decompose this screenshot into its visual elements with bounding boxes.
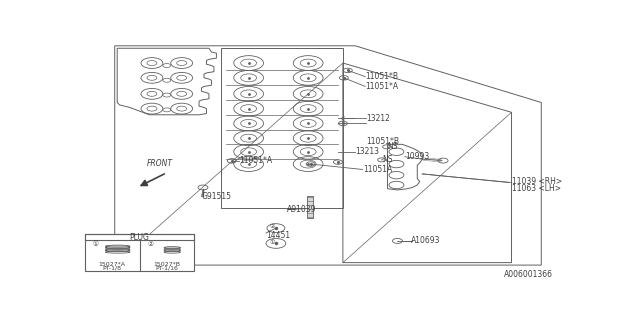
Text: PT-1/16: PT-1/16: [156, 266, 178, 271]
Text: 11051*A: 11051*A: [365, 82, 398, 91]
Text: PLUG: PLUG: [129, 233, 150, 242]
Text: 14451: 14451: [266, 231, 290, 240]
Text: A10693: A10693: [412, 236, 441, 245]
Text: G91515: G91515: [202, 192, 232, 201]
Text: PT-1/8: PT-1/8: [103, 266, 122, 271]
Ellipse shape: [164, 247, 180, 249]
Text: ①: ①: [93, 241, 99, 246]
Text: 15027*B: 15027*B: [154, 262, 180, 267]
Text: 11051*B: 11051*B: [365, 72, 398, 81]
Text: NS: NS: [388, 142, 398, 151]
Text: 11039 <RH>: 11039 <RH>: [511, 177, 562, 186]
Text: 11051*B: 11051*B: [366, 137, 399, 146]
Text: 11051*A: 11051*A: [239, 156, 272, 165]
Text: 15027*A: 15027*A: [99, 262, 125, 267]
Text: NS: NS: [383, 155, 393, 164]
Text: 11051A: 11051A: [363, 165, 392, 174]
Text: A91039: A91039: [287, 205, 317, 214]
Bar: [85, 234, 194, 240]
Text: 13212: 13212: [366, 114, 390, 123]
Bar: [307, 196, 313, 218]
Bar: [85, 234, 194, 271]
Ellipse shape: [106, 245, 130, 247]
Text: A006001366: A006001366: [504, 270, 553, 279]
Text: 10993: 10993: [405, 152, 429, 161]
Text: 13213: 13213: [355, 147, 380, 156]
Text: ①: ①: [269, 240, 275, 245]
Text: 11063 <LH>: 11063 <LH>: [511, 184, 561, 193]
Text: FRONT: FRONT: [147, 159, 172, 168]
Text: ②: ②: [269, 224, 275, 229]
Text: ②: ②: [147, 241, 154, 246]
